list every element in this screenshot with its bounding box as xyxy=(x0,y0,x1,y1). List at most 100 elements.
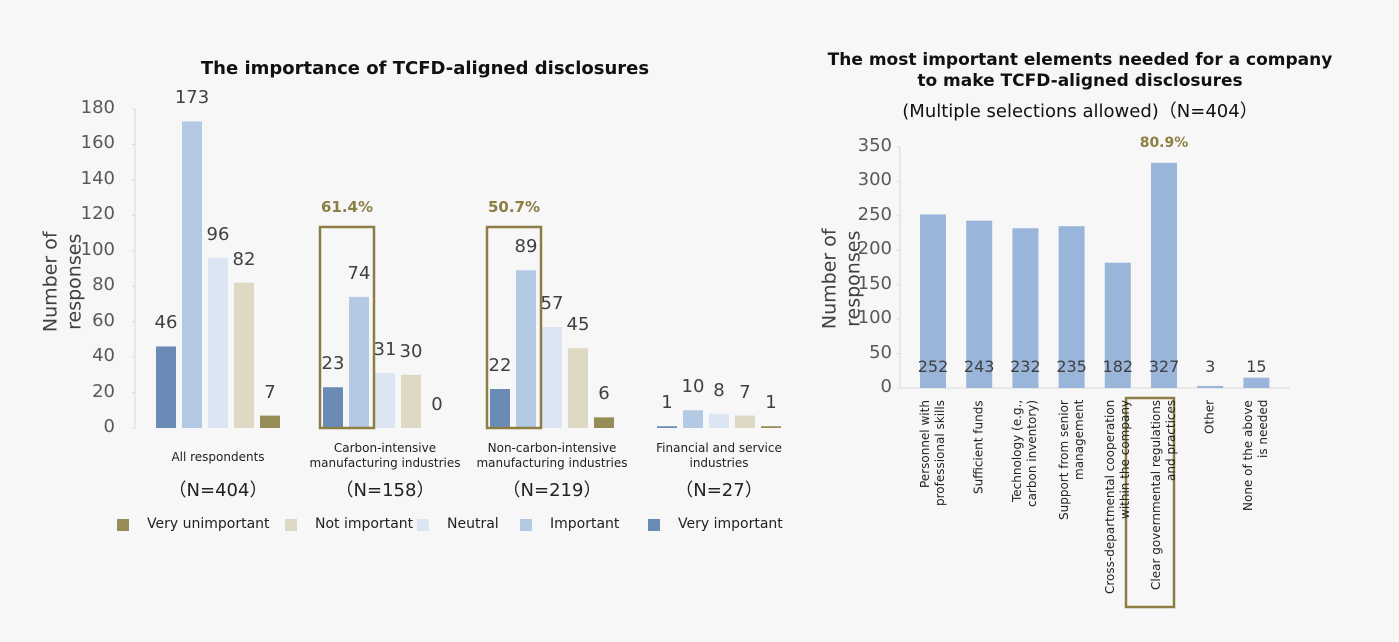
bar xyxy=(920,214,946,388)
bar xyxy=(1197,385,1224,388)
y-tick-label: 120 xyxy=(80,203,115,225)
bar xyxy=(323,387,343,428)
legend-swatch xyxy=(417,519,429,531)
legend-label: Very important xyxy=(678,516,783,532)
data-label: 74 xyxy=(347,262,371,284)
y-tick-label: 60 xyxy=(92,309,115,331)
legend-swatch xyxy=(117,519,129,531)
data-label: 182 xyxy=(1102,357,1134,376)
category-label: Carbon-intensive manufacturing industrie… xyxy=(309,441,461,470)
data-label: 22 xyxy=(488,355,512,376)
bar xyxy=(1104,262,1131,388)
y-tick-label: 100 xyxy=(857,307,892,329)
y-tick-label: 50 xyxy=(869,341,892,363)
bar xyxy=(182,121,202,429)
category-label: Other xyxy=(1202,400,1217,435)
sample-size: （N=219） xyxy=(502,480,602,501)
legend-swatch xyxy=(520,519,532,531)
bar xyxy=(657,426,677,428)
data-label: 45 xyxy=(566,314,590,336)
sample-size: （N=404） xyxy=(168,480,268,501)
category-label: Personnel with professional skills xyxy=(918,400,947,506)
y-tick-label: 200 xyxy=(857,238,892,260)
legend-label: Very unimportant xyxy=(147,516,270,532)
data-label: 232 xyxy=(1010,357,1041,376)
y-tick-label: 150 xyxy=(857,272,892,294)
highlight-label: 50.7% xyxy=(487,198,541,216)
category-label: Non-carbon-intensive manufacturing indus… xyxy=(476,441,628,470)
legend-swatch xyxy=(648,519,660,531)
data-label: 252 xyxy=(917,357,949,376)
bar xyxy=(966,220,993,388)
bar xyxy=(1012,228,1039,388)
bar xyxy=(683,410,703,428)
bar xyxy=(709,413,729,428)
bar xyxy=(401,374,421,428)
category-label: Cross-departmental cooperation within th… xyxy=(1102,400,1132,595)
data-label: 6 xyxy=(598,383,610,405)
category-label: Clear governmental regulations and pract… xyxy=(1149,400,1178,591)
highlight-box xyxy=(318,225,376,430)
bar xyxy=(594,417,614,428)
chart-title: The most important elements needed for a… xyxy=(827,50,1333,92)
data-label: 57 xyxy=(540,292,564,314)
bar xyxy=(375,373,395,428)
highlight-box xyxy=(1124,396,1176,609)
category-label: Technology (e.g., carbon inventory) xyxy=(1010,400,1040,508)
data-label: 1 xyxy=(661,392,673,414)
data-label: 10 xyxy=(681,376,705,398)
category-label: All respondents xyxy=(171,450,265,464)
data-label: 82 xyxy=(232,248,256,270)
data-label: 8 xyxy=(713,379,725,401)
data-label: 3 xyxy=(1205,357,1216,376)
bar xyxy=(260,415,280,428)
bar xyxy=(568,348,588,428)
category-label: Sufficient funds xyxy=(971,400,986,494)
bar xyxy=(234,282,254,428)
bar xyxy=(1151,162,1177,388)
y-tick-label: 0 xyxy=(103,416,115,437)
bar xyxy=(735,415,755,428)
data-label: 30 xyxy=(399,340,423,362)
bar xyxy=(1243,377,1270,388)
legend-swatch xyxy=(285,519,297,531)
y-tick-label: 0 xyxy=(880,376,892,397)
category-label: Financial and service industries xyxy=(656,441,782,470)
data-label: 89 xyxy=(514,236,538,258)
bar xyxy=(349,296,369,428)
bar xyxy=(490,389,510,428)
highlight-label: 61.4% xyxy=(320,198,374,216)
y-tick-label: 300 xyxy=(857,169,892,191)
chart-subtitle: (Multiple selections allowed)（N=404） xyxy=(902,101,1258,122)
y-tick-label: 350 xyxy=(857,135,892,156)
highlight-box xyxy=(485,225,543,430)
bar xyxy=(1058,226,1085,388)
data-label: 15 xyxy=(1246,357,1267,376)
data-label: 235 xyxy=(1056,357,1087,376)
y-tick-label: 100 xyxy=(80,238,115,260)
data-label: 23 xyxy=(321,353,345,375)
y-tick-label: 250 xyxy=(857,203,892,225)
y-tick-label: 20 xyxy=(92,380,115,402)
data-label: 173 xyxy=(174,87,210,109)
bar xyxy=(516,270,536,428)
y-tick-label: 40 xyxy=(92,345,115,367)
bar xyxy=(542,326,562,428)
sample-size: （N=27） xyxy=(675,480,763,501)
legend-label: Neutral xyxy=(447,516,499,532)
data-label: 0 xyxy=(431,394,443,415)
data-label: 1 xyxy=(765,392,777,414)
y-tick-label: 80 xyxy=(92,274,115,296)
chart-title: The importance of TCFD-aligned disclosur… xyxy=(200,58,650,79)
data-label: 327 xyxy=(1148,357,1180,376)
data-label: 96 xyxy=(206,223,230,245)
sample-size: （N=158） xyxy=(335,480,435,501)
legend-label: Not important xyxy=(315,516,414,532)
bar xyxy=(156,346,176,428)
data-label: 7 xyxy=(739,381,751,403)
bar xyxy=(761,426,781,428)
y-tick-label: 140 xyxy=(80,167,115,189)
data-label: 46 xyxy=(154,312,178,334)
